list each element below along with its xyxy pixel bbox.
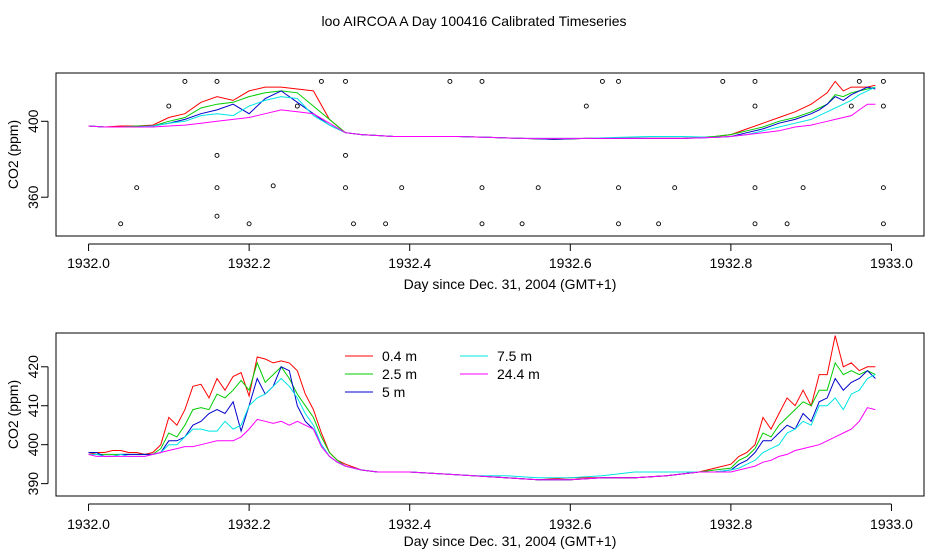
x-tick-label: 1932.4 bbox=[388, 516, 431, 532]
series-line-24-4-m bbox=[88, 407, 876, 481]
data-point bbox=[166, 103, 172, 109]
data-point bbox=[752, 221, 758, 227]
chart-panel-bottom: 1932.0 1932.2 1932.4 1932.6 1932.8 1933.0 Day … bbox=[5, 332, 925, 549]
y-tick-label: 360 bbox=[25, 185, 41, 209]
page-title: loo AIRCOA A Day 100416 Calibrated Times… bbox=[321, 13, 626, 29]
data-point bbox=[318, 78, 324, 84]
data-point bbox=[752, 103, 758, 109]
chart-panel-top: 1932.0 1932.2 1932.4 1932.6 1932.8 1933.0 Day … bbox=[5, 72, 925, 292]
data-point bbox=[214, 185, 220, 191]
data-point bbox=[479, 78, 485, 84]
data-point bbox=[752, 185, 758, 191]
legend-label: 2.5 m bbox=[382, 366, 417, 382]
data-point bbox=[800, 185, 806, 191]
x-tick-label: 1932.8 bbox=[709, 516, 752, 532]
plot-frame bbox=[55, 332, 925, 497]
data-point bbox=[447, 78, 453, 84]
series-line-7-5-m bbox=[88, 374, 876, 479]
data-point bbox=[656, 221, 662, 227]
data-point bbox=[351, 221, 356, 227]
data-point bbox=[752, 78, 758, 84]
data-point bbox=[246, 221, 252, 227]
data-point bbox=[583, 103, 589, 109]
data-point bbox=[848, 103, 854, 109]
data-point bbox=[599, 78, 605, 84]
x-tick-label: 1932.2 bbox=[228, 255, 271, 271]
series-line-series-4 bbox=[88, 103, 876, 139]
x-tick-label: 1932.6 bbox=[549, 255, 592, 271]
data-point bbox=[214, 78, 220, 84]
data-point bbox=[214, 152, 220, 158]
data-point bbox=[880, 103, 886, 109]
data-point bbox=[880, 185, 886, 191]
data-point bbox=[270, 183, 276, 189]
data-point bbox=[880, 78, 886, 84]
series-line-2-5-m bbox=[88, 361, 876, 481]
x-tick-label: 1932.0 bbox=[67, 516, 110, 532]
y-axis-title: CO2 (ppm) bbox=[5, 120, 21, 189]
y-tick-label: 390 bbox=[25, 472, 41, 496]
data-point bbox=[479, 221, 485, 227]
data-point bbox=[616, 78, 621, 84]
data-point bbox=[343, 185, 348, 191]
data-point bbox=[856, 78, 862, 84]
data-point bbox=[182, 78, 188, 84]
series-line-5-m bbox=[88, 366, 876, 481]
data-point bbox=[672, 185, 678, 191]
data-point bbox=[134, 185, 140, 191]
y-tick-label: 400 bbox=[25, 433, 41, 457]
legend-label: 5 m bbox=[382, 384, 405, 400]
data-point bbox=[535, 185, 541, 191]
data-point bbox=[616, 221, 621, 227]
y-tick-label: 410 bbox=[25, 394, 41, 418]
series-line-series-1 bbox=[88, 86, 876, 140]
legend-label: 0.4 m bbox=[382, 348, 417, 364]
data-point bbox=[519, 221, 525, 227]
legend-label: 7.5 m bbox=[497, 348, 532, 364]
data-point bbox=[479, 185, 485, 191]
data-point bbox=[294, 103, 300, 109]
data-point bbox=[118, 221, 124, 227]
data-point bbox=[343, 78, 348, 84]
x-tick-label: 1932.8 bbox=[709, 255, 752, 271]
series-line-0-4-m bbox=[88, 335, 876, 481]
legend: 0.4 m 2.5 m 5 m 7.5 m 24.4 m bbox=[345, 348, 540, 400]
y-tick-label: 420 bbox=[25, 355, 41, 379]
x-tick-label: 1932.2 bbox=[228, 516, 271, 532]
x-tick-label: 1932.6 bbox=[549, 516, 592, 532]
data-point bbox=[343, 152, 348, 158]
x-tick-label: 1933.0 bbox=[870, 255, 913, 271]
data-point bbox=[616, 185, 621, 191]
x-axis-title: Day since Dec. 31, 2004 (GMT+1) bbox=[404, 533, 617, 549]
legend-label: 24.4 m bbox=[497, 366, 540, 382]
series-line-series-2 bbox=[88, 86, 876, 140]
data-point bbox=[214, 213, 220, 219]
data-point bbox=[720, 78, 726, 84]
data-point bbox=[880, 221, 886, 227]
x-tick-label: 1932.4 bbox=[388, 255, 431, 271]
data-point bbox=[383, 221, 389, 227]
x-axis-title: Day since Dec. 31, 2004 (GMT+1) bbox=[404, 276, 617, 292]
y-axis-title: CO2 (ppm) bbox=[5, 380, 21, 449]
plot-frame bbox=[55, 72, 925, 237]
data-point bbox=[399, 185, 405, 191]
x-tick-label: 1933.0 bbox=[870, 516, 913, 532]
data-point bbox=[784, 221, 790, 227]
x-tick-label: 1932.0 bbox=[67, 255, 110, 271]
y-tick-label: 400 bbox=[25, 109, 41, 133]
